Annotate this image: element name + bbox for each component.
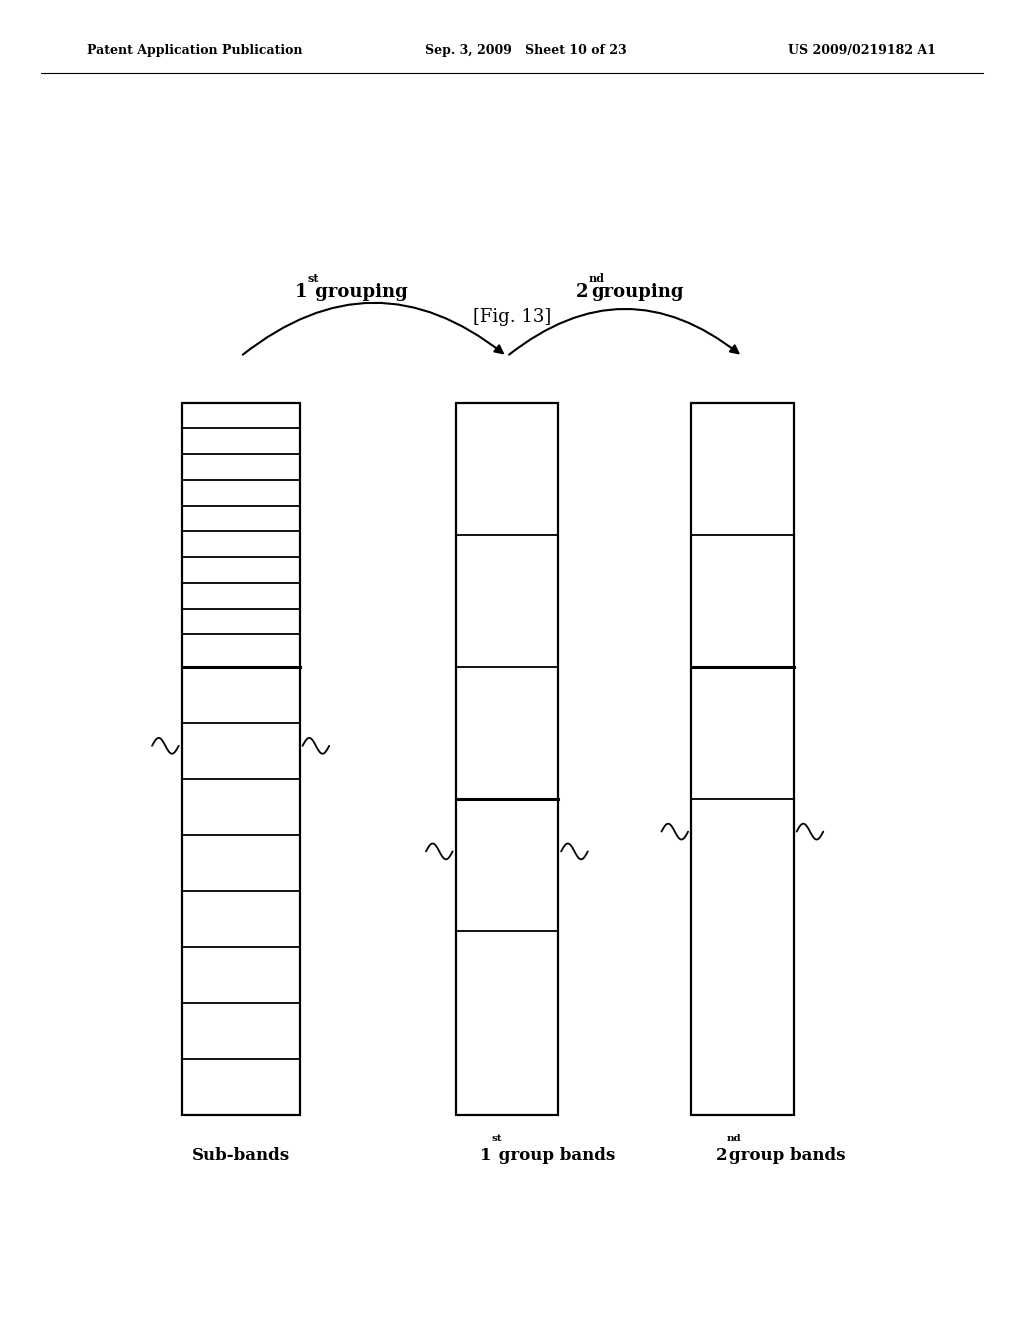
Text: Sep. 3, 2009   Sheet 10 of 23: Sep. 3, 2009 Sheet 10 of 23 <box>425 44 627 57</box>
Text: group bands: group bands <box>729 1147 846 1163</box>
Text: Patent Application Publication: Patent Application Publication <box>87 44 302 57</box>
Text: Sub-bands: Sub-bands <box>191 1147 290 1163</box>
Text: [Fig. 13]: [Fig. 13] <box>473 308 551 326</box>
Text: 2: 2 <box>716 1147 727 1163</box>
Text: grouping: grouping <box>309 282 408 301</box>
Text: 1: 1 <box>295 282 307 301</box>
Bar <box>456 403 558 1115</box>
Text: grouping: grouping <box>591 282 683 301</box>
Text: st: st <box>307 273 318 284</box>
Text: 1: 1 <box>480 1147 492 1163</box>
Bar <box>691 403 794 1115</box>
Text: 2: 2 <box>577 282 589 301</box>
Text: group bands: group bands <box>493 1147 614 1163</box>
Text: nd: nd <box>727 1134 741 1143</box>
Bar <box>182 403 299 1115</box>
Text: nd: nd <box>589 273 605 284</box>
FancyArrowPatch shape <box>243 302 503 355</box>
FancyArrowPatch shape <box>509 309 738 355</box>
Text: US 2009/0219182 A1: US 2009/0219182 A1 <box>788 44 936 57</box>
Text: st: st <box>492 1134 502 1143</box>
